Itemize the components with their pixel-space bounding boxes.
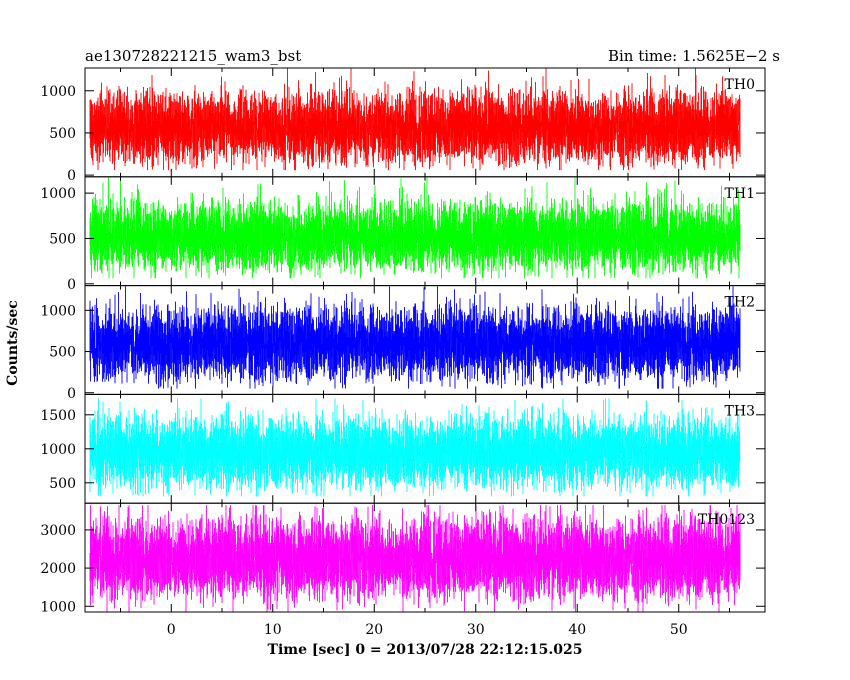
panel-th0123: 1000 2000 3000 TH0123 xyxy=(40,502,766,615)
bin-time-label: Bin time: 1.5625E−2 s xyxy=(608,47,780,65)
panel-label-th0: TH0 xyxy=(725,77,755,93)
x-axis-label: Time [sec] 0 = 2013/07/28 22:12:15.025 xyxy=(268,642,583,658)
y-tick-label-th3-1500: 1500 xyxy=(40,408,76,424)
y-tick-label-th2-0: 0 xyxy=(67,386,76,402)
y-tick-label-th0123-2000: 2000 xyxy=(40,561,76,577)
x-tick-label-30: 30 xyxy=(467,622,485,638)
y-tick-label-th0123-3000: 3000 xyxy=(40,523,76,539)
series-line-th0123 xyxy=(89,505,741,613)
series-line-th1 xyxy=(89,176,741,279)
y-tick-label-th3-1000: 1000 xyxy=(40,442,76,458)
x-tick-label-0: 0 xyxy=(167,622,176,638)
chart-title: ae130728221215_wam3_bst xyxy=(85,47,301,65)
panel-th0: 0 500 1000 TH0 xyxy=(40,67,766,184)
y-tick-label-th3-500: 500 xyxy=(49,476,76,492)
y-tick-label-th0-1000: 1000 xyxy=(40,84,76,100)
x-tick-label-20: 20 xyxy=(365,622,383,638)
y-tick-label-th2-500: 500 xyxy=(49,345,76,361)
x-tick-label-40: 40 xyxy=(568,622,586,638)
panel-label-th1: TH1 xyxy=(725,186,755,202)
series-line-th0 xyxy=(89,68,741,171)
y-tick-label-th1-0: 0 xyxy=(67,277,76,293)
y-tick-label-th1-500: 500 xyxy=(49,231,76,247)
panel-th3: 500 1000 1500 TH3 xyxy=(40,393,766,504)
y-tick-label-th1-1000: 1000 xyxy=(40,186,76,202)
panel-th2: 0 500 1000 TH2 xyxy=(40,285,766,402)
y-tick-label-th0-0: 0 xyxy=(67,168,76,184)
y-tick-label-th0123-1000: 1000 xyxy=(40,599,76,615)
x-tick-label-50: 50 xyxy=(670,622,688,638)
x-tick-label-10: 10 xyxy=(264,622,282,638)
y-tick-label-th0-500: 500 xyxy=(49,126,76,142)
y-tick-label-th2-1000: 1000 xyxy=(40,303,76,319)
y-axis-label: Counts/sec xyxy=(5,300,21,386)
series-line-th3 xyxy=(89,398,741,497)
series-line-th2 xyxy=(89,285,741,389)
panel-label-th0123: TH0123 xyxy=(698,512,755,528)
panel-label-th3: TH3 xyxy=(725,403,755,419)
panel-label-th2: TH2 xyxy=(725,295,755,311)
panel-th1: 0 500 1000 TH1 xyxy=(40,176,766,293)
